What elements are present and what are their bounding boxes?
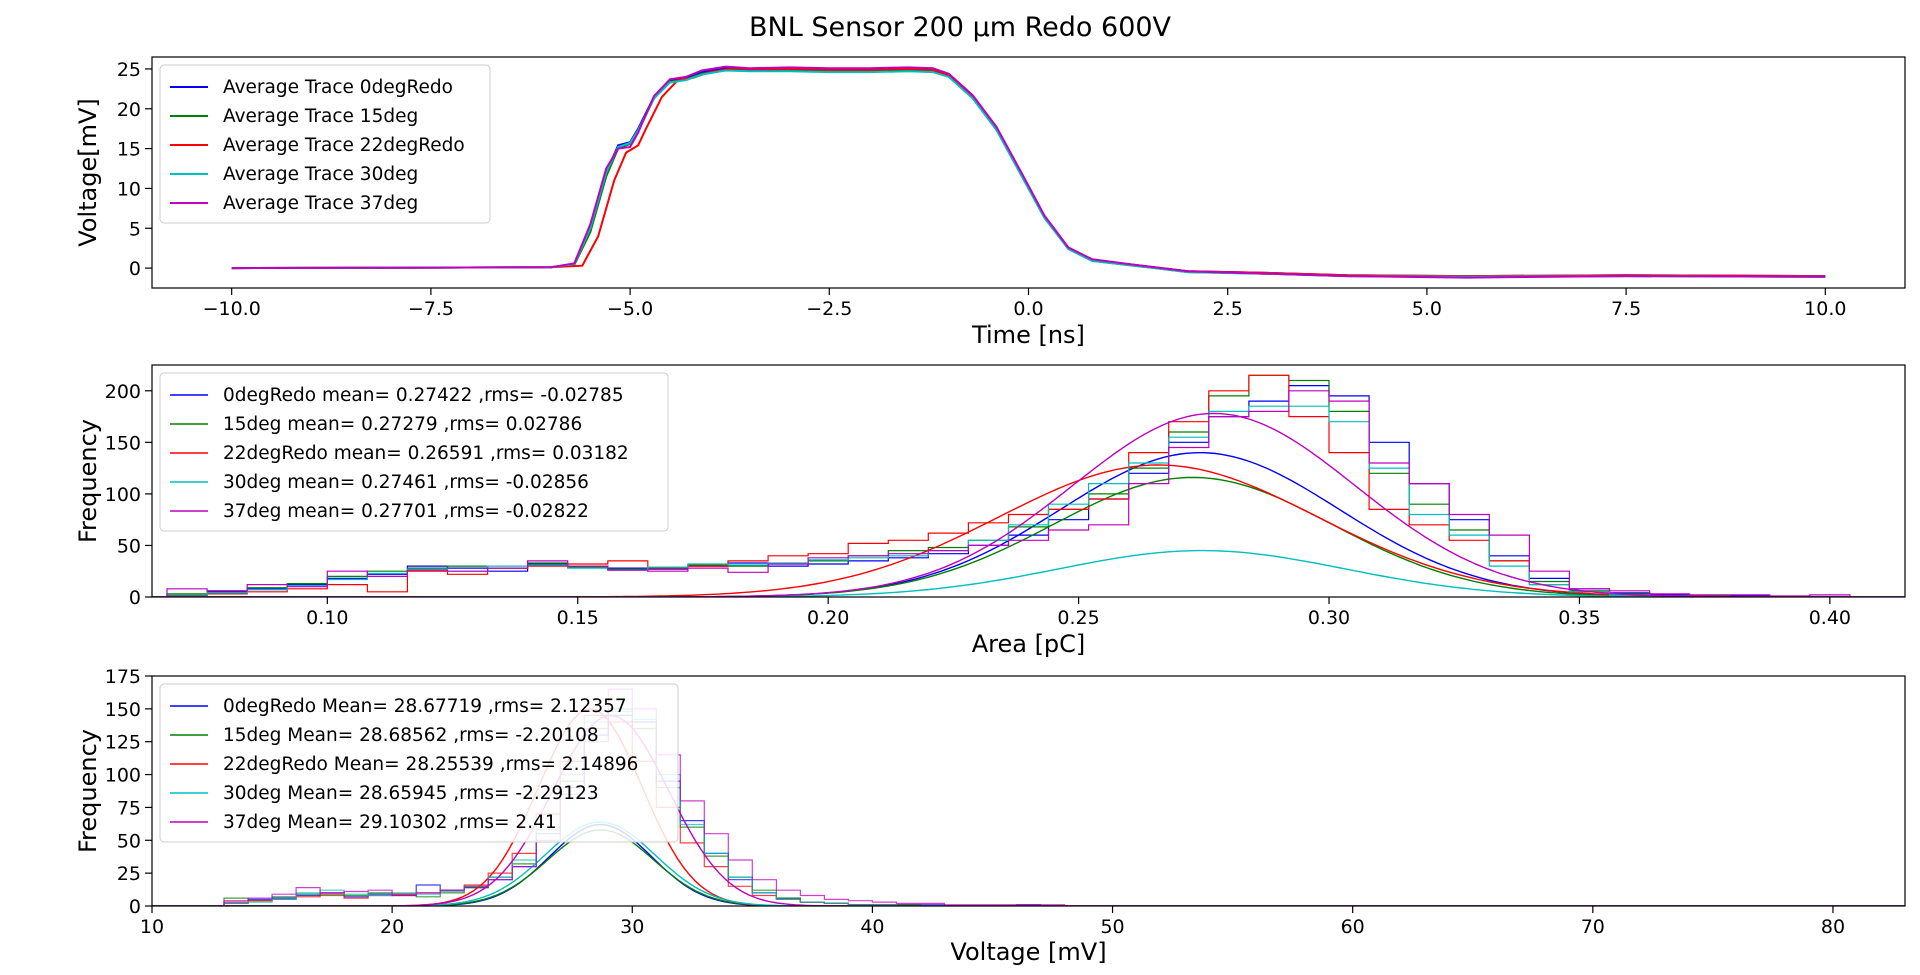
y-tick-label: 10	[117, 178, 141, 200]
x-tick-label: 70	[1581, 916, 1605, 938]
x-tick-label: 30	[620, 916, 644, 938]
x-tick-label: 50	[1100, 916, 1124, 938]
x-axis-label: Voltage [mV]	[950, 938, 1106, 966]
legend-label-2: 15deg Mean= 28.68562 ,rms= -2.20108	[223, 725, 599, 746]
plot-area	[152, 374, 1905, 597]
x-tick-label: 60	[1341, 916, 1365, 938]
x-tick-label: 0.30	[1308, 607, 1350, 629]
x-tick-label: 0.35	[1558, 607, 1600, 629]
chart-panel-1: −10.0 −7.5 −5.0 −2.5 0.0 2.5 5.0 7.5 10.0 0 5 10 15 2…	[74, 56, 1906, 349]
series-fit-5	[152, 715, 1905, 906]
legend-box	[159, 683, 679, 843]
y-tick-label: 200	[105, 381, 141, 403]
y-tick-label: 150	[105, 699, 141, 721]
x-tick-label: 7.5	[1611, 298, 1641, 320]
legend-label-4: Average Trace 30deg	[223, 164, 418, 185]
y-axis-label: Frequency	[74, 419, 102, 543]
plot-area	[231, 65, 1826, 279]
series-fit-4	[152, 821, 1905, 906]
chart-panel-2: 0.10 0.15 0.20 0.25 0.30 0.35 0.40 0 50 100 150 200…	[74, 364, 1906, 658]
y-tick-label: 25	[117, 59, 141, 81]
legend-label-1: 0degRedo mean= 0.27422 ,rms= -0.02785	[223, 385, 624, 406]
y-tick-label: 175	[105, 666, 141, 688]
x-tick-label: 20	[380, 916, 404, 938]
x-tick-label: −2.5	[806, 298, 852, 320]
x-tick-label: 5.0	[1412, 298, 1442, 320]
x-tick-label: 0.10	[306, 607, 348, 629]
legend-box	[159, 372, 669, 532]
x-tick-label: −7.5	[408, 298, 454, 320]
y-tick-label: 5	[129, 218, 141, 240]
series-fit-5	[152, 412, 1905, 597]
y-tick-label: 75	[117, 797, 141, 819]
y-tick-label: 100	[105, 765, 141, 787]
y-tick-label: 0	[129, 258, 141, 280]
legend: 0degRedo Mean= 28.67719 ,rms= 2.12357 15d…	[159, 683, 679, 843]
legend-label-4: 30deg mean= 0.27461 ,rms= -0.02856	[223, 472, 589, 493]
x-tick-label: 10	[140, 916, 164, 938]
chart-panel-3: 10 20 30 40 50 60 70 80 0 25 50 75 100 125 150 175 Volta…	[74, 666, 1906, 966]
x-axis-label: Time [ns]	[971, 321, 1085, 349]
x-tick-label: 0.40	[1809, 607, 1851, 629]
legend-label-5: 37deg mean= 0.27701 ,rms= -0.02822	[223, 501, 589, 522]
legend-label-2: Average Trace 15deg	[223, 106, 418, 127]
figure-title: BNL Sensor 200 µm Redo 600V	[748, 12, 1172, 43]
x-tick-label: 2.5	[1213, 298, 1243, 320]
y-axis-label: Voltage[mV]	[74, 98, 102, 247]
legend-label-3: 22degRedo mean= 0.26591 ,rms= 0.03182	[223, 443, 629, 464]
y-tick-label: 0	[129, 896, 141, 918]
legend-label-1: 0degRedo Mean= 28.67719 ,rms= 2.12357	[223, 696, 627, 717]
legend-label-5: Average Trace 37deg	[223, 193, 418, 214]
x-tick-label: −5.0	[607, 298, 653, 320]
legend-label-1: Average Trace 0degRedo	[223, 77, 453, 98]
legend-label-5: 37deg Mean= 29.10302 ,rms= 2.41	[223, 812, 557, 833]
y-tick-label: 25	[117, 863, 141, 885]
x-tick-label: 80	[1821, 916, 1845, 938]
y-tick-label: 100	[105, 484, 141, 506]
x-tick-label: 10.0	[1804, 298, 1846, 320]
y-tick-label: 50	[117, 830, 141, 852]
axes-frame	[151, 364, 1906, 598]
y-tick-label: 15	[117, 139, 141, 161]
y-tick-label: 150	[105, 432, 141, 454]
legend: Average Trace 0degRedo Average Trace 15de…	[159, 64, 491, 224]
y-tick-label: 50	[117, 535, 141, 557]
y-axis-label: Frequency	[74, 729, 102, 853]
x-tick-label: −10.0	[203, 298, 261, 320]
series-histogram-5	[166, 390, 1851, 597]
series-fit-4	[152, 549, 1905, 597]
x-tick-label: 0.25	[1057, 607, 1099, 629]
legend-label-3: Average Trace 22degRedo	[223, 135, 465, 156]
legend: 0degRedo mean= 0.27422 ,rms= -0.02785 15d…	[159, 372, 669, 532]
x-axis-label: Area [pC]	[972, 630, 1086, 658]
legend-label-3: 22degRedo Mean= 28.25539 ,rms= 2.14896	[223, 754, 638, 775]
legend-label-4: 30deg Mean= 28.65945 ,rms= -2.29123	[223, 783, 599, 804]
x-tick-label: 0.20	[807, 607, 849, 629]
legend-box	[159, 64, 491, 224]
x-tick-label: 0.0	[1013, 298, 1043, 320]
x-tick-label: 0.15	[557, 607, 599, 629]
y-tick-label: 20	[117, 99, 141, 121]
y-tick-label: 125	[105, 732, 141, 754]
y-tick-label: 0	[129, 587, 141, 609]
axes-frame	[151, 675, 1906, 907]
series-line-5	[231, 65, 1826, 279]
legend-label-2: 15deg mean= 0.27279 ,rms= 0.02786	[223, 414, 582, 435]
series-histogram-3	[166, 374, 1850, 597]
x-tick-label: 40	[860, 916, 884, 938]
